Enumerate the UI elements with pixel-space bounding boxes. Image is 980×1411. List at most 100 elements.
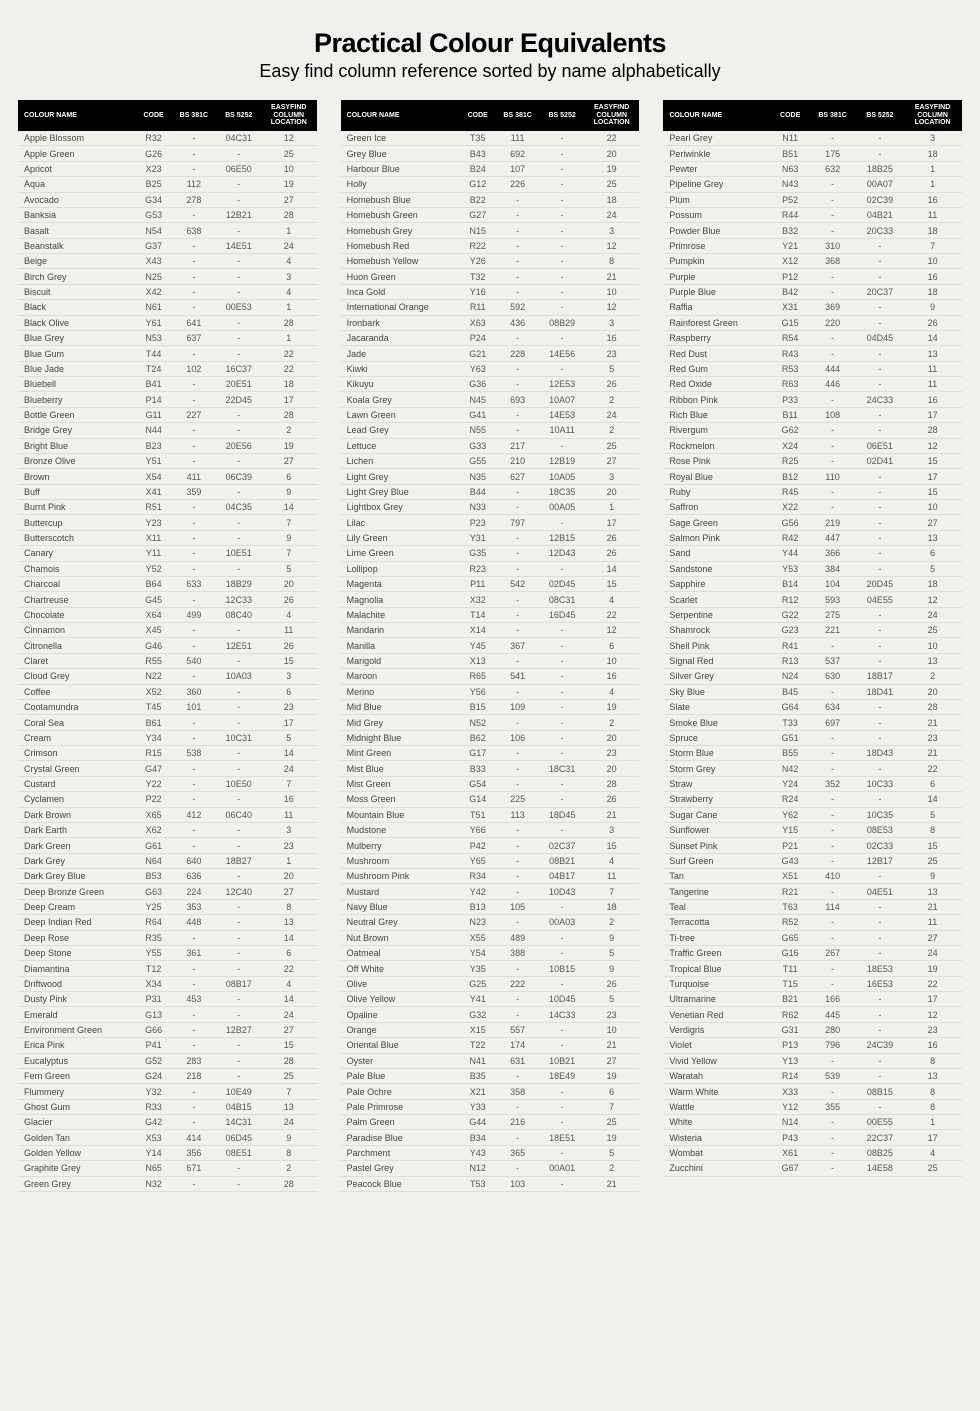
table-cell: 25 xyxy=(261,146,317,161)
table-cell: 210 xyxy=(495,453,540,468)
table-cell: 19 xyxy=(584,161,639,176)
table-cell: P52 xyxy=(772,192,809,207)
table-cell: - xyxy=(495,1007,540,1022)
table-cell: - xyxy=(857,146,904,161)
table-row: Tropical BlueT11-18E5319 xyxy=(663,961,962,976)
table-cell: 13 xyxy=(261,915,317,930)
table-cell: Chartreuse xyxy=(18,592,136,607)
table-cell: 08E51 xyxy=(217,1145,261,1160)
table-cell: 26 xyxy=(584,377,639,392)
table-row: CharcoalB6463318B2920 xyxy=(18,576,317,591)
table-row: Homebush YellowY26--8 xyxy=(341,254,640,269)
table-row: DriftwoodX34-08B174 xyxy=(18,976,317,991)
table-row: CitronellaG46-12E5126 xyxy=(18,638,317,653)
table-cell: - xyxy=(857,1099,904,1114)
table-cell: Periwinkle xyxy=(663,146,771,161)
table-row: Pipeline GreyN43-00A071 xyxy=(663,177,962,192)
table-cell: 25 xyxy=(903,623,962,638)
table-cell: - xyxy=(495,776,540,791)
table-cell: N11 xyxy=(772,131,809,146)
table-cell: - xyxy=(857,300,904,315)
table-cell: 445 xyxy=(809,1007,857,1022)
table-cell: 4 xyxy=(261,254,317,269)
table-cell: - xyxy=(540,254,584,269)
table-cell: Light Grey Blue xyxy=(341,484,461,499)
table-cell: 11 xyxy=(903,915,962,930)
table-cell: Powder Blue xyxy=(663,223,771,238)
table-row: MandarinX14--12 xyxy=(341,623,640,638)
table-cell: Purple Blue xyxy=(663,284,771,299)
table-cell: Warm White xyxy=(663,1084,771,1099)
table-cell: X55 xyxy=(460,930,495,945)
table-cell: - xyxy=(495,561,540,576)
table-row: Environment GreenG66-12B2727 xyxy=(18,1022,317,1037)
table-cell: - xyxy=(495,761,540,776)
table-cell: 25 xyxy=(903,853,962,868)
table-row: ButtercupY23--7 xyxy=(18,515,317,530)
table-cell: 5 xyxy=(584,992,639,1007)
table-cell: 16E53 xyxy=(857,976,904,991)
table-cell: Nut Brown xyxy=(341,930,461,945)
table-cell: 11 xyxy=(261,623,317,638)
table-cell: G51 xyxy=(772,730,809,745)
table-cell: Y42 xyxy=(460,884,495,899)
table-cell: T44 xyxy=(136,346,171,361)
table-row: Mushroom PinkR34-04B1711 xyxy=(341,869,640,884)
table-cell: 12B19 xyxy=(540,453,584,468)
table-cell: Grey Blue xyxy=(341,146,461,161)
table-cell: 227 xyxy=(171,407,217,422)
table-row: Storm GreyN42--22 xyxy=(663,761,962,776)
table-row: JacarandaP24--16 xyxy=(341,330,640,345)
table-cell: 6 xyxy=(261,945,317,960)
table-cell: - xyxy=(809,346,857,361)
table-row: OysterN4163110B2127 xyxy=(341,1053,640,1068)
table-cell: - xyxy=(217,961,261,976)
table-cell: Graphite Grey xyxy=(18,1161,136,1176)
table-row: Royal BlueB12110-17 xyxy=(663,469,962,484)
table-cell: 18B29 xyxy=(217,576,261,591)
table-cell: 15 xyxy=(903,838,962,853)
table-cell: X43 xyxy=(136,254,171,269)
table-cell: 7 xyxy=(261,1084,317,1099)
table-cell: Lichen xyxy=(341,453,461,468)
table-cell: G65 xyxy=(772,930,809,945)
table-cell: 7 xyxy=(903,238,962,253)
table-row: Apple GreenG26--25 xyxy=(18,146,317,161)
table-cell: 06C39 xyxy=(217,469,261,484)
table-cell: - xyxy=(857,315,904,330)
table-cell: Y26 xyxy=(460,254,495,269)
table-cell: Y56 xyxy=(460,684,495,699)
table-cell: N32 xyxy=(136,1176,171,1191)
table-cell: Kiwki xyxy=(341,361,461,376)
table-cell: 28 xyxy=(261,1176,317,1191)
table-cell: 2 xyxy=(584,1161,639,1176)
table-cell: Pastel Grey xyxy=(341,1161,461,1176)
table-row: Pale PrimroseY33--7 xyxy=(341,1099,640,1114)
table-row: Apple BlossomR32-04C3112 xyxy=(18,131,317,146)
table-cell: - xyxy=(171,238,217,253)
table-cell: 28 xyxy=(261,407,317,422)
table-cell: X61 xyxy=(772,1145,809,1160)
table-cell: 17 xyxy=(903,469,962,484)
table-cell: Green Grey xyxy=(18,1176,136,1191)
table-cell: 16 xyxy=(903,269,962,284)
table-row: KiwkiY63--5 xyxy=(341,361,640,376)
table-row: ChamoisY52--5 xyxy=(18,561,317,576)
table-cell: Rockmelon xyxy=(663,438,771,453)
table-cell: - xyxy=(540,300,584,315)
table-cell: 166 xyxy=(809,992,857,1007)
table-row: Traffic GreenG16267-24 xyxy=(663,945,962,960)
table-cell: 9 xyxy=(261,1130,317,1145)
table-cell: 3 xyxy=(584,469,639,484)
table-cell: - xyxy=(495,361,540,376)
table-cell: 8 xyxy=(261,1145,317,1160)
table-cell: - xyxy=(857,269,904,284)
table-cell: Buttercup xyxy=(18,515,136,530)
table-cell: 04C35 xyxy=(217,500,261,515)
table-cell: 10A11 xyxy=(540,423,584,438)
table-cell: 18E53 xyxy=(857,961,904,976)
table-cell: Mulberry xyxy=(341,838,461,853)
table-cell: Homebush Blue xyxy=(341,192,461,207)
table-cell: X33 xyxy=(772,1084,809,1099)
table-cell: - xyxy=(171,715,217,730)
